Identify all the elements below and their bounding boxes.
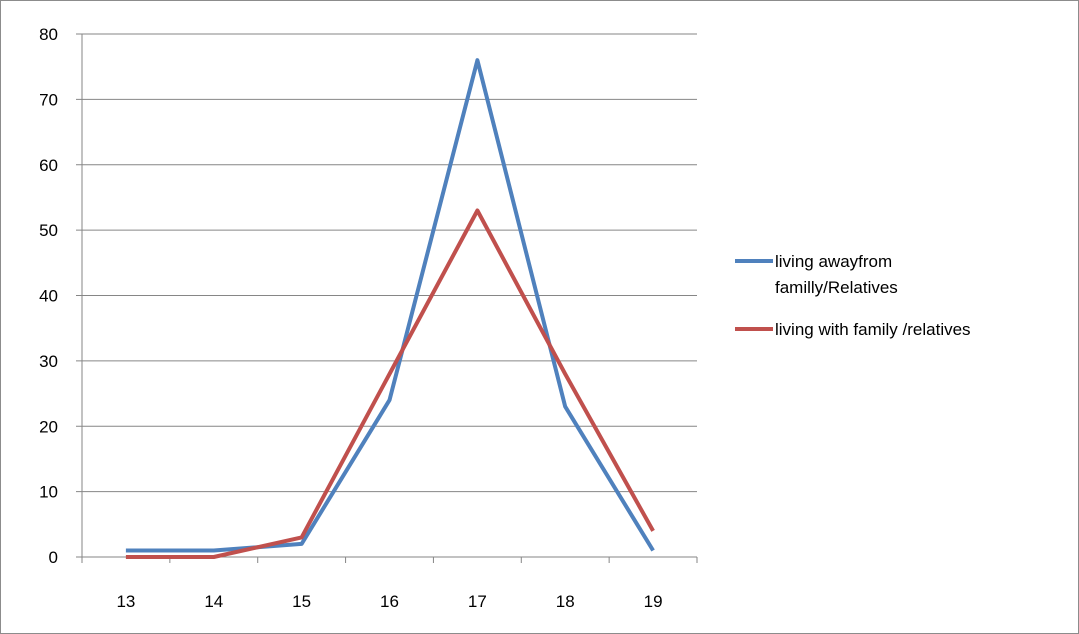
legend-label-1: living awayfrom familly/Relatives	[775, 252, 898, 297]
y-tick-label: 30	[39, 352, 58, 371]
x-tick-label: 18	[556, 592, 575, 611]
series-line-2	[125, 208, 655, 559]
x-tick-label: 14	[204, 592, 223, 611]
y-tick-label: 80	[39, 25, 58, 44]
y-tick-label: 20	[39, 417, 58, 436]
x-tick-label: 15	[292, 592, 311, 611]
y-tick-label: 70	[39, 90, 58, 109]
gridlines	[82, 33, 697, 493]
series-line-1	[125, 58, 655, 553]
y-tick-labels: 0 10 20 30 40 50 60 70 80	[39, 25, 58, 567]
axes	[76, 33, 698, 563]
legend: living awayfrom familly/Relatives living w…	[735, 252, 971, 339]
legend-label-2: living with family /relatives	[775, 320, 971, 339]
x-tick-label: 13	[116, 592, 135, 611]
x-tick-label: 16	[380, 592, 399, 611]
y-tick-label: 60	[39, 156, 58, 175]
x-tick-label: 19	[644, 592, 663, 611]
y-tick-label: 40	[39, 287, 58, 306]
x-tick-label: 17	[468, 592, 487, 611]
y-tick-label: 10	[39, 483, 58, 502]
y-tick-label: 50	[39, 221, 58, 240]
series-lines	[125, 58, 655, 559]
x-tick-labels: 13 14 15 16 17 18 19	[116, 592, 662, 611]
y-tick-label: 0	[49, 548, 58, 567]
